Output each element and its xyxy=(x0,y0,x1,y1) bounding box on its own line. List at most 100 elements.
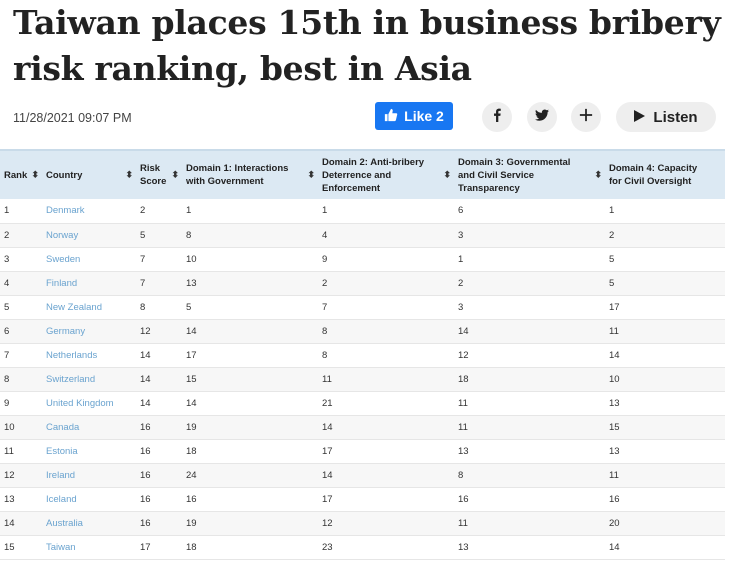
domain-4-cell: 14 xyxy=(605,535,725,560)
domain-4-cell: 11 xyxy=(605,319,725,344)
rank-cell: 4 xyxy=(0,271,42,296)
risk-score-cell: 16 xyxy=(136,415,182,440)
rank-cell: 5 xyxy=(0,295,42,320)
column-header-rank[interactable]: Rank ⬍ xyxy=(0,149,42,199)
column-header-domain-1[interactable]: Domain 1: Interactions with Government ⬍ xyxy=(182,149,318,199)
column-header-risk-score[interactable]: Risk Score ⬍ xyxy=(136,149,182,199)
domain-1-cell: 17 xyxy=(182,343,318,368)
play-icon xyxy=(634,109,646,126)
domain-2-cell: 2 xyxy=(318,271,454,296)
table-row: 1 Denmark 2 1 1 6 1 xyxy=(0,199,725,224)
domain-4-cell: 13 xyxy=(605,391,725,416)
domain-2-cell: 23 xyxy=(318,535,454,560)
country-link[interactable]: Netherlands xyxy=(42,343,136,368)
domain-2-cell: 21 xyxy=(318,391,454,416)
country-link[interactable]: United Kingdom xyxy=(42,391,136,416)
facebook-like-button[interactable]: Like 2 xyxy=(375,102,453,130)
country-link[interactable]: Australia xyxy=(42,511,136,536)
table-body: 1 Denmark 2 1 1 6 1 2 Norway 5 8 4 3 2 3 Sweden 7 10 9 1 5 4 F… xyxy=(0,199,725,560)
domain-1-cell: 15 xyxy=(182,367,318,392)
domain-3-cell: 3 xyxy=(454,223,605,248)
domain-3-cell: 13 xyxy=(454,535,605,560)
risk-score-cell: 14 xyxy=(136,367,182,392)
risk-score-cell: 16 xyxy=(136,487,182,512)
domain-4-cell: 17 xyxy=(605,295,725,320)
country-link[interactable]: Sweden xyxy=(42,247,136,272)
domain-1-cell: 19 xyxy=(182,511,318,536)
more-share-button[interactable] xyxy=(571,102,601,132)
domain-3-cell: 11 xyxy=(454,415,605,440)
plus-icon xyxy=(579,108,593,127)
domain-3-cell: 2 xyxy=(454,271,605,296)
domain-3-cell: 14 xyxy=(454,319,605,344)
twitter-icon xyxy=(535,108,549,127)
domain-4-cell: 20 xyxy=(605,511,725,536)
sort-icon: ⬍ xyxy=(443,169,451,180)
domain-1-cell: 19 xyxy=(182,415,318,440)
like-button-label: Like 2 xyxy=(404,108,444,124)
table-row: 5 New Zealand 8 5 7 3 17 xyxy=(0,295,725,320)
country-link[interactable]: Finland xyxy=(42,271,136,296)
domain-4-cell: 14 xyxy=(605,343,725,368)
country-link[interactable]: Ireland xyxy=(42,463,136,488)
country-link[interactable]: New Zealand xyxy=(42,295,136,320)
listen-button[interactable]: Listen xyxy=(616,102,716,132)
risk-score-cell: 12 xyxy=(136,319,182,344)
sort-icon: ⬍ xyxy=(31,169,39,180)
domain-2-cell: 14 xyxy=(318,415,454,440)
column-header-domain-3[interactable]: Domain 3: Governmental and Civil Service… xyxy=(454,149,605,199)
table-row: 10 Canada 16 19 14 11 15 xyxy=(0,415,725,440)
rank-cell: 12 xyxy=(0,463,42,488)
table-row: 13 Iceland 16 16 17 16 16 xyxy=(0,487,725,512)
rank-cell: 13 xyxy=(0,487,42,512)
country-link[interactable]: Iceland xyxy=(42,487,136,512)
domain-3-cell: 18 xyxy=(454,367,605,392)
rank-cell: 3 xyxy=(0,247,42,272)
rank-cell: 7 xyxy=(0,343,42,368)
domain-2-cell: 8 xyxy=(318,319,454,344)
table-row: 8 Switzerland 14 15 11 18 10 xyxy=(0,367,725,392)
table-row: 9 United Kingdom 14 14 21 11 13 xyxy=(0,391,725,416)
risk-score-cell: 8 xyxy=(136,295,182,320)
risk-score-cell: 16 xyxy=(136,463,182,488)
risk-score-cell: 2 xyxy=(136,199,182,224)
column-header-domain-4[interactable]: Domain 4: Capacity for Civil Oversight xyxy=(605,149,725,199)
column-header-domain-2[interactable]: Domain 2: Anti-bribery Deterrence and En… xyxy=(318,149,454,199)
table-header-row: Rank ⬍ Country ⬍ Risk Score ⬍ Domain 1: Int… xyxy=(0,149,725,199)
country-link[interactable]: Norway xyxy=(42,223,136,248)
risk-score-cell: 16 xyxy=(136,439,182,464)
domain-1-cell: 1 xyxy=(182,199,318,224)
twitter-share-button[interactable] xyxy=(527,102,557,132)
domain-3-cell: 3 xyxy=(454,295,605,320)
listen-button-label: Listen xyxy=(653,108,698,126)
country-link[interactable]: Estonia xyxy=(42,439,136,464)
country-link[interactable]: Switzerland xyxy=(42,367,136,392)
publish-timestamp: 11/28/2021 09:07 PM xyxy=(13,111,132,125)
domain-2-cell: 1 xyxy=(318,199,454,224)
domain-1-cell: 14 xyxy=(182,319,318,344)
facebook-share-button[interactable] xyxy=(482,102,512,132)
domain-3-cell: 8 xyxy=(454,463,605,488)
rank-cell: 9 xyxy=(0,391,42,416)
column-header-country[interactable]: Country ⬍ xyxy=(42,149,136,199)
domain-2-cell: 7 xyxy=(318,295,454,320)
domain-3-cell: 11 xyxy=(454,511,605,536)
country-link[interactable]: Taiwan xyxy=(42,535,136,560)
country-link[interactable]: Germany xyxy=(42,319,136,344)
article-headline: Taiwan places 15th in business bribery r… xyxy=(13,3,721,88)
risk-score-cell: 7 xyxy=(136,247,182,272)
rank-cell: 6 xyxy=(0,319,42,344)
domain-1-cell: 16 xyxy=(182,487,318,512)
domain-3-cell: 1 xyxy=(454,247,605,272)
domain-3-cell: 16 xyxy=(454,487,605,512)
domain-4-cell: 5 xyxy=(605,247,725,272)
country-link[interactable]: Canada xyxy=(42,415,136,440)
sort-icon: ⬍ xyxy=(171,169,179,180)
domain-1-cell: 8 xyxy=(182,223,318,248)
domain-3-cell: 13 xyxy=(454,439,605,464)
domain-4-cell: 10 xyxy=(605,367,725,392)
sort-icon: ⬍ xyxy=(594,169,602,180)
bribery-risk-ranking-table: Rank ⬍ Country ⬍ Risk Score ⬍ Domain 1: Int… xyxy=(0,149,725,560)
country-link[interactable]: Denmark xyxy=(42,199,136,224)
risk-score-cell: 17 xyxy=(136,535,182,560)
